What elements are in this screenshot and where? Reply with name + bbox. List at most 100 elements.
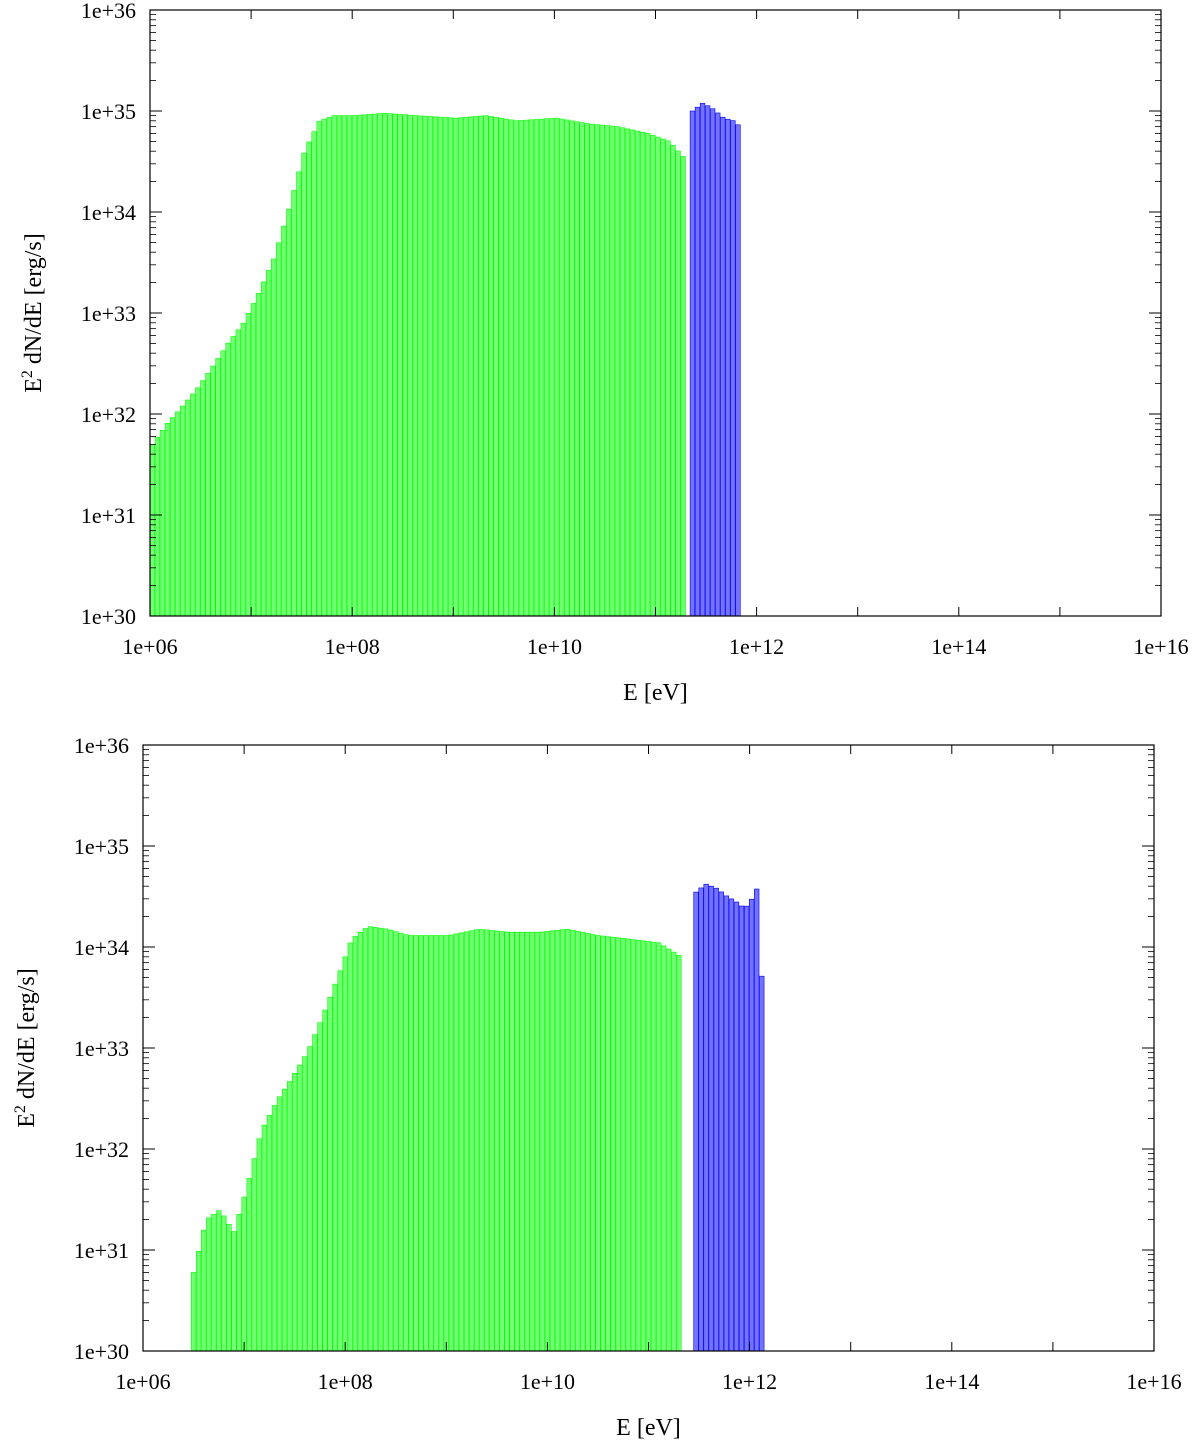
bar (297, 1064, 303, 1352)
x-tick-label: 1e+16 (1126, 1369, 1181, 1394)
bar (523, 119, 530, 617)
bar (367, 926, 374, 1352)
bar (543, 118, 550, 617)
y-tick-label: 1e+33 (81, 301, 136, 326)
bar (377, 927, 384, 1352)
bar (493, 117, 499, 617)
bar (713, 887, 719, 1352)
bar (402, 114, 408, 617)
chart-top: 1e+06 1e+08 1e+10 1e+12 1e+14 1e+16 1e+30 1e+31… (19, 0, 1189, 706)
bar (418, 935, 424, 1352)
y-axis-title-rest: dN/dE [erg/s] (21, 233, 47, 370)
x-tick-label: 1e+10 (520, 1369, 575, 1394)
bar (494, 930, 500, 1352)
bar (479, 929, 485, 1352)
y-tick-label: 1e+30 (74, 1339, 129, 1364)
bar (670, 145, 676, 617)
bar (443, 935, 449, 1352)
bar (271, 258, 277, 617)
bar (624, 128, 631, 617)
bar (210, 365, 216, 617)
bar (604, 125, 610, 617)
bar (235, 329, 241, 617)
x-axis: 1e+06 1e+08 1e+10 1e+12 1e+14 1e+16 (115, 745, 1182, 1394)
bar (362, 928, 369, 1352)
bar (336, 115, 342, 617)
bar (463, 931, 470, 1352)
bar (655, 942, 662, 1352)
chart-bottom: 1e+06 1e+08 1e+10 1e+12 1e+14 1e+16 1e+30 1e+31… (0, 720, 1200, 1440)
y-tick-label: 1e+32 (74, 1137, 129, 1162)
bar (528, 119, 535, 617)
bar (600, 935, 606, 1352)
bar (312, 1034, 318, 1352)
bar (645, 941, 652, 1352)
bar (473, 116, 479, 617)
y-tick-label: 1e+36 (74, 733, 129, 758)
bar (635, 939, 642, 1352)
bar (301, 152, 307, 617)
bar (584, 123, 590, 617)
bar (448, 934, 455, 1352)
bar (372, 113, 378, 617)
bar (347, 942, 353, 1352)
bar (574, 121, 580, 617)
bar (759, 975, 765, 1352)
bar (428, 935, 434, 1352)
bar (620, 938, 626, 1352)
bar (650, 134, 656, 617)
bar (206, 1217, 212, 1352)
bar (225, 342, 231, 617)
bar (538, 118, 545, 617)
bar (169, 417, 176, 617)
bar (266, 1115, 273, 1352)
bar (634, 130, 641, 617)
bar (733, 901, 740, 1352)
y-tick-label: 1e+30 (81, 604, 136, 629)
bar (316, 121, 322, 617)
bar (326, 117, 332, 617)
bar (174, 411, 181, 617)
bar (666, 948, 672, 1352)
bar (718, 891, 724, 1352)
bar (240, 322, 246, 617)
bar (407, 114, 413, 617)
bar (570, 929, 576, 1352)
bar (195, 387, 201, 617)
bar (629, 129, 636, 617)
bar (331, 115, 337, 617)
bar (518, 120, 524, 617)
bar (738, 905, 745, 1352)
x-tick-label: 1e+14 (931, 634, 986, 659)
x-tick-label: 1e+06 (122, 634, 177, 659)
bar (311, 131, 317, 617)
bar (180, 405, 186, 617)
bar (377, 113, 383, 617)
bar (498, 117, 504, 617)
bar (398, 932, 404, 1352)
bar (661, 945, 667, 1352)
bar (655, 136, 661, 617)
bar (534, 931, 540, 1352)
bar (286, 208, 292, 617)
bar (625, 938, 631, 1352)
bar (332, 983, 338, 1352)
bar (351, 115, 358, 617)
bar (564, 119, 570, 617)
bar (215, 358, 221, 617)
bar (341, 115, 348, 617)
bar (164, 423, 171, 617)
bar (220, 350, 226, 617)
bar (346, 115, 353, 617)
bar (579, 122, 585, 617)
bar (610, 936, 616, 1352)
y-tick-label: 1e+32 (81, 402, 136, 427)
y-tick-label: 1e+35 (74, 834, 129, 859)
y-axis-title-rest: dN/dE [erg/s] (14, 968, 40, 1105)
x-tick-label: 1e+08 (325, 634, 380, 659)
bar (387, 113, 393, 617)
y-tick-label: 1e+34 (81, 200, 136, 225)
bar (554, 117, 560, 617)
bar (231, 1231, 237, 1352)
bar (392, 113, 398, 617)
